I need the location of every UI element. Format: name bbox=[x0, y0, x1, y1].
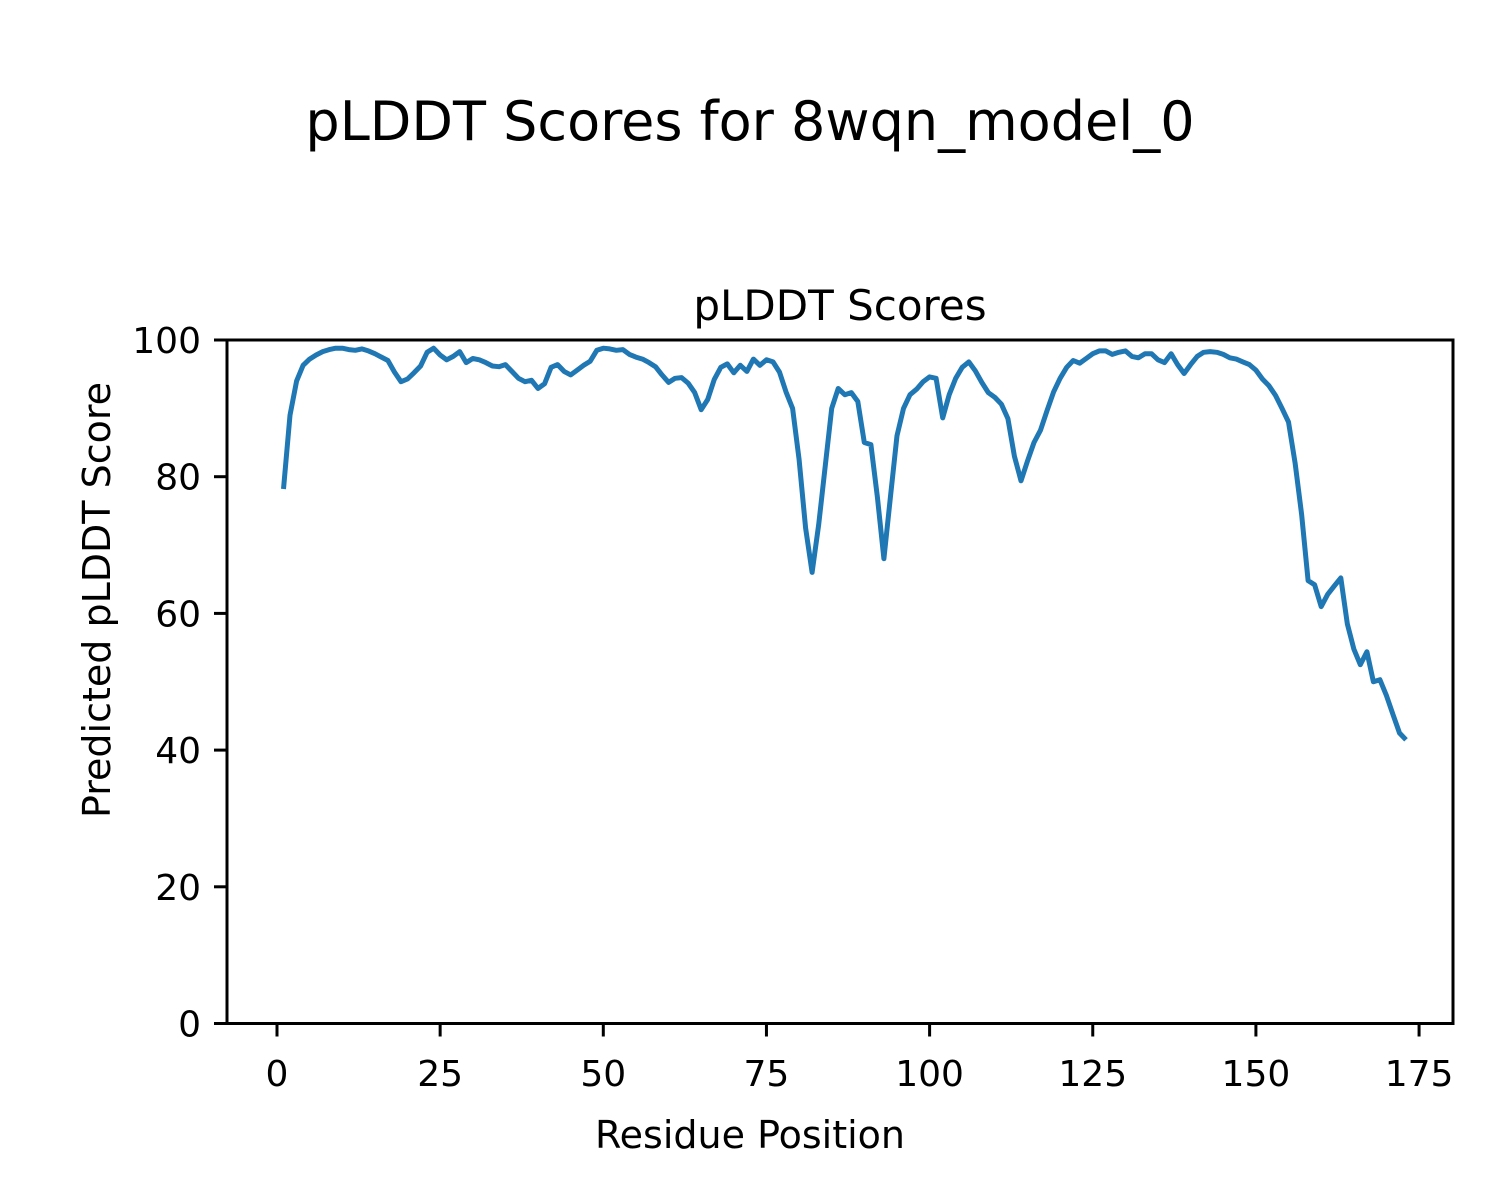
x-tick-label: 100 bbox=[895, 1054, 964, 1095]
x-axis-label: Residue Position bbox=[595, 1113, 905, 1157]
x-tick-label: 175 bbox=[1385, 1054, 1454, 1095]
y-tick-label: 80 bbox=[155, 458, 201, 499]
y-axis-label: Predicted pLDDT Score bbox=[75, 382, 119, 818]
y-tick-label: 100 bbox=[132, 321, 201, 362]
x-tick-label: 50 bbox=[580, 1054, 626, 1095]
plot-area bbox=[225, 338, 1455, 1025]
y-tick-label: 40 bbox=[155, 731, 201, 772]
axes-title: pLDDT Scores bbox=[693, 281, 986, 330]
x-tick-label: 125 bbox=[1058, 1054, 1127, 1095]
x-tick-label: 25 bbox=[417, 1054, 463, 1095]
figure-title: pLDDT Scores for 8wqn_model_0 bbox=[305, 90, 1194, 153]
x-tick-label: 75 bbox=[744, 1054, 790, 1095]
y-tick-label: 20 bbox=[155, 868, 201, 909]
x-tick-label: 0 bbox=[266, 1054, 289, 1095]
plddt-score-line bbox=[281, 345, 1408, 742]
x-axis-ticks: 0 25 50 75 100 125 150 175 bbox=[266, 1023, 1454, 1095]
x-tick-label: 150 bbox=[1222, 1054, 1291, 1095]
y-tick-label: 0 bbox=[178, 1005, 201, 1046]
y-axis-ticks: 0 20 40 60 80 100 bbox=[132, 321, 227, 1046]
y-tick-label: 60 bbox=[155, 594, 201, 635]
